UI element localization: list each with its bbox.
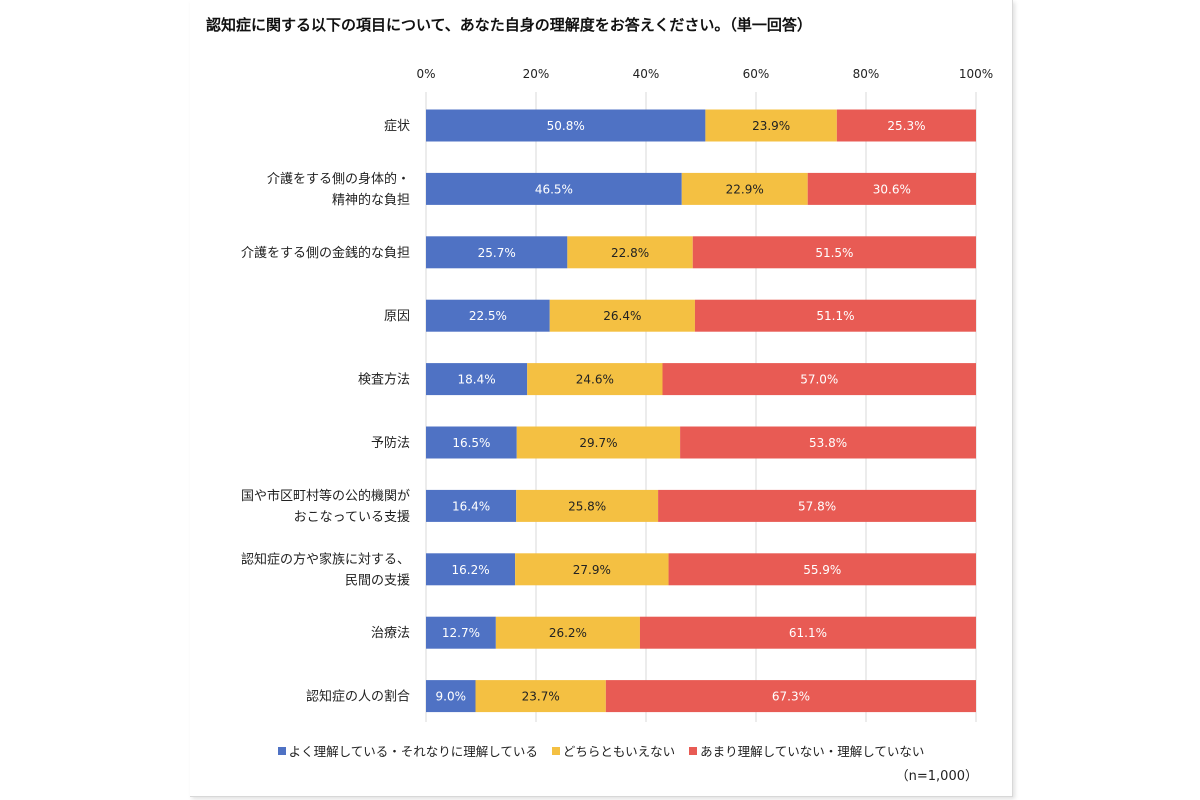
category-label: 介護をする側の身体的・: [267, 171, 410, 187]
data-label: 55.9%: [803, 563, 841, 577]
bar-segment: [680, 426, 976, 459]
bar-segment: [475, 680, 606, 713]
category-label: 精神的な負担: [332, 192, 410, 208]
data-label: 57.0%: [800, 373, 838, 387]
category-label: 介護をする側の金銭的な負担: [241, 245, 410, 261]
data-label: 16.2%: [451, 563, 489, 577]
bar-segment: [426, 616, 496, 649]
legend: よく理解している・それなりに理解している どちらともいえない あまり理解していない・…: [206, 741, 996, 760]
data-label: 51.5%: [815, 246, 853, 260]
data-label: 57.8%: [798, 499, 836, 513]
data-label: 22.9%: [726, 182, 764, 196]
data-label: 22.8%: [611, 246, 649, 260]
data-label: 61.1%: [789, 626, 827, 640]
bar-segment: [426, 363, 528, 396]
data-label: 27.9%: [573, 563, 611, 577]
bar-segment: [426, 299, 550, 332]
data-label: 18.4%: [458, 373, 496, 387]
data-label: 53.8%: [809, 436, 847, 450]
category-label: 国や市区町村等の公的機関が: [241, 488, 410, 504]
data-label: 26.2%: [549, 626, 587, 640]
bar-segment: [426, 553, 516, 586]
bar-segment: [639, 616, 976, 649]
legend-swatch: [551, 746, 560, 755]
category-label: 検査方法: [358, 372, 410, 388]
chart-title: 認知症に関する以下の項目について、あなた自身の理解度をお答えください。（単一回答…: [206, 16, 812, 34]
sample-size-note: （n=1,000）: [895, 769, 978, 784]
data-label: 16.5%: [452, 436, 490, 450]
bar-segment: [658, 489, 976, 522]
data-label: 16.4%: [452, 499, 490, 513]
bar-segment: [426, 236, 568, 269]
legend-item: よく理解している・それなりに理解している: [277, 741, 538, 760]
data-label: 46.5%: [535, 182, 573, 196]
bar-segment: [426, 489, 517, 522]
data-label: 25.8%: [568, 499, 606, 513]
bar-segment: [605, 680, 976, 713]
legend-label: よく理解している・それなりに理解している: [288, 744, 538, 759]
bar-segment: [426, 109, 706, 142]
x-tick-label: 0%: [416, 67, 435, 81]
category-label: 認知症の人の割合: [306, 689, 410, 705]
bar-segment: [516, 426, 681, 459]
legend-swatch: [689, 746, 698, 755]
category-label: 症状: [384, 119, 410, 134]
bar-segment: [705, 109, 837, 142]
bar-segment: [681, 172, 808, 205]
x-tick-label: 80%: [853, 67, 880, 81]
bar-segment: [694, 299, 976, 332]
bar-segment: [668, 553, 976, 586]
data-label: 29.7%: [579, 436, 617, 450]
bar-segment: [515, 553, 669, 586]
category-label: 治療法: [371, 626, 410, 641]
data-label: 25.7%: [478, 246, 516, 260]
legend-item: あまり理解していない・理解していない: [689, 741, 924, 760]
data-label: 67.3%: [772, 690, 810, 704]
bar-segment: [567, 236, 693, 269]
data-label: 22.5%: [469, 309, 507, 323]
data-label: 23.7%: [522, 690, 560, 704]
category-label: 認知症の方や家族に対する、: [241, 551, 410, 567]
category-label: 予防法: [371, 435, 410, 451]
bar-segment: [662, 363, 976, 396]
bar-segment: [426, 680, 476, 713]
bar-segment: [426, 172, 682, 205]
bar-segment: [516, 489, 659, 522]
data-label: 51.1%: [816, 309, 854, 323]
x-tick-label: 40%: [633, 67, 660, 81]
x-tick-label: 20%: [523, 67, 550, 81]
bar-segment: [495, 616, 640, 649]
x-tick-label: 60%: [743, 67, 770, 81]
data-label: 9.0%: [436, 690, 467, 704]
data-label: 24.6%: [576, 373, 614, 387]
data-label: 25.3%: [887, 119, 925, 133]
bar-segment: [549, 299, 695, 332]
bar-segment: [527, 363, 663, 396]
data-label: 30.6%: [873, 182, 911, 196]
bar-segment: [426, 426, 517, 459]
category-label: 民間の支援: [345, 573, 410, 588]
bar-segment: [807, 172, 976, 205]
bar-segment: [692, 236, 976, 269]
legend-swatch: [277, 746, 286, 755]
category-label: おこなっている支援: [294, 510, 410, 525]
category-label: 原因: [384, 309, 410, 324]
data-label: 50.8%: [547, 119, 585, 133]
legend-label: どちらともいえない: [562, 744, 676, 759]
legend-label: あまり理解していない・理解していない: [700, 744, 925, 759]
x-tick-label: 100%: [959, 67, 993, 81]
bar-segment: [836, 109, 976, 142]
data-label: 26.4%: [603, 309, 641, 323]
data-label: 12.7%: [442, 626, 480, 640]
data-label: 23.9%: [752, 119, 790, 133]
legend-item: どちらともいえない: [551, 741, 676, 760]
